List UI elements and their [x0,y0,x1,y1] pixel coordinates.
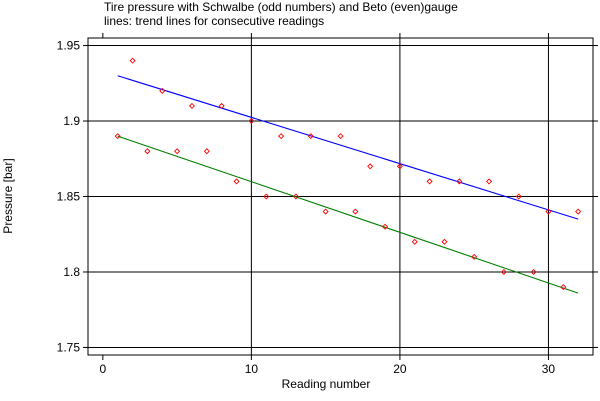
grid [88,38,593,355]
chart-title-line-1: Tire pressure with Schwalbe (odd numbers… [104,0,458,14]
data-point [337,133,344,140]
x-axis-label: Reading number [282,377,371,391]
data-point [575,208,582,215]
axis-ticks: 0 10 20 30 1.75 1.8 1.85 1.9 1.95 [57,33,598,376]
data-point [352,208,359,215]
x-tick-label: 20 [393,362,407,376]
data-point [426,178,433,185]
data-point [129,57,136,64]
y-tick-label: 1.95 [57,39,81,53]
data-point [485,178,493,185]
data-point [382,223,389,230]
x-tick-label: 0 [100,362,107,376]
data-point [174,148,181,155]
data-point [218,102,225,109]
data-point [471,253,478,260]
y-axis-label: Pressure [bar] [1,158,15,233]
data-point [159,87,166,94]
data-point [545,208,552,215]
data-point [203,148,210,155]
y-tick-label: 1.8 [63,265,80,279]
data-point [307,133,314,140]
data-point [515,193,522,200]
y-tick-label: 1.9 [63,114,80,128]
trend-line-1 [117,75,579,220]
data-point [500,268,507,276]
data-point [248,117,255,125]
data-point [188,102,196,109]
y-tick-label: 1.75 [57,340,81,354]
data-point [441,238,448,245]
data-points [114,57,582,291]
data-point [263,193,270,200]
chart-title-line-2: lines: trend lines for consecutive readi… [104,14,324,28]
trend-lines [117,75,579,294]
data-point [233,178,240,185]
x-tick-label: 10 [245,362,259,376]
data-point [560,284,567,291]
data-point [367,163,374,170]
data-point [411,238,418,245]
y-tick-label: 1.85 [57,190,81,204]
data-point [292,193,299,200]
data-point [322,208,329,215]
data-point [144,148,151,155]
data-point [278,133,285,140]
trend-line-2 [117,135,579,294]
data-point [396,163,403,170]
data-point [456,178,463,185]
data-point [114,133,121,140]
data-point [530,268,537,276]
x-tick-label: 30 [542,362,556,376]
